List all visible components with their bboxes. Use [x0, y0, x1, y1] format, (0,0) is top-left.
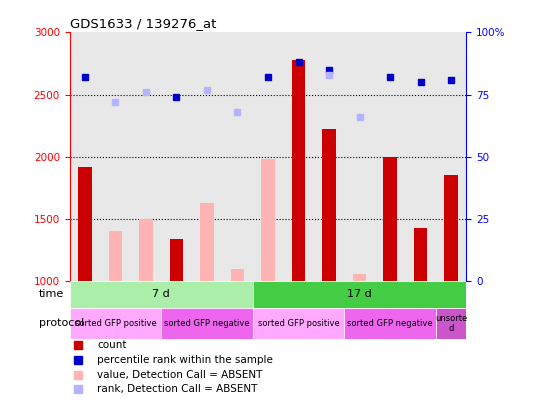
Bar — [344, 307, 436, 339]
Bar — [383, 157, 397, 281]
Text: GSM43204: GSM43204 — [107, 284, 115, 333]
Bar — [414, 228, 427, 281]
Text: GSM43227: GSM43227 — [320, 284, 329, 333]
Text: sorted GFP positive: sorted GFP positive — [75, 319, 157, 328]
Text: GSM43194: GSM43194 — [351, 284, 360, 333]
Text: time: time — [39, 289, 64, 299]
Text: GSM43215: GSM43215 — [381, 284, 390, 333]
Text: value, Detection Call = ABSENT: value, Detection Call = ABSENT — [98, 369, 263, 379]
Text: sorted GFP negative: sorted GFP negative — [164, 319, 250, 328]
Text: unsorte
d: unsorte d — [435, 313, 467, 333]
Text: sorted GFP negative: sorted GFP negative — [347, 319, 433, 328]
Text: GSM43187: GSM43187 — [167, 284, 176, 333]
Bar — [292, 60, 306, 281]
Text: GDS1633 / 139276_at: GDS1633 / 139276_at — [70, 17, 216, 30]
Text: percentile rank within the sample: percentile rank within the sample — [98, 355, 273, 365]
Text: sorted GFP positive: sorted GFP positive — [258, 319, 339, 328]
Text: rank, Detection Call = ABSENT: rank, Detection Call = ABSENT — [98, 384, 258, 394]
Bar — [261, 159, 275, 281]
Text: GSM43201: GSM43201 — [198, 284, 207, 333]
Bar — [109, 231, 122, 281]
Text: 7 d: 7 d — [152, 289, 170, 299]
Text: GSM43224: GSM43224 — [412, 284, 421, 333]
Text: GSM43197: GSM43197 — [259, 284, 268, 333]
Bar — [70, 281, 253, 307]
Bar — [253, 281, 466, 307]
Text: count: count — [98, 341, 127, 350]
Bar — [253, 307, 344, 339]
Text: GSM43221: GSM43221 — [442, 284, 451, 333]
Bar — [353, 273, 367, 281]
Bar — [139, 219, 153, 281]
Bar — [436, 307, 466, 339]
Bar — [169, 239, 183, 281]
Bar — [78, 166, 92, 281]
Text: GSM43211: GSM43211 — [137, 284, 146, 333]
Bar — [322, 129, 336, 281]
Text: GSM43190: GSM43190 — [76, 284, 85, 333]
Bar — [70, 307, 161, 339]
Bar — [161, 307, 253, 339]
Text: GSM43218: GSM43218 — [289, 284, 299, 333]
Bar — [444, 175, 458, 281]
Bar — [230, 269, 244, 281]
Text: 17 d: 17 d — [347, 289, 372, 299]
Text: GSM43208: GSM43208 — [228, 284, 237, 333]
Bar — [200, 202, 214, 281]
Text: protocol: protocol — [39, 318, 84, 328]
